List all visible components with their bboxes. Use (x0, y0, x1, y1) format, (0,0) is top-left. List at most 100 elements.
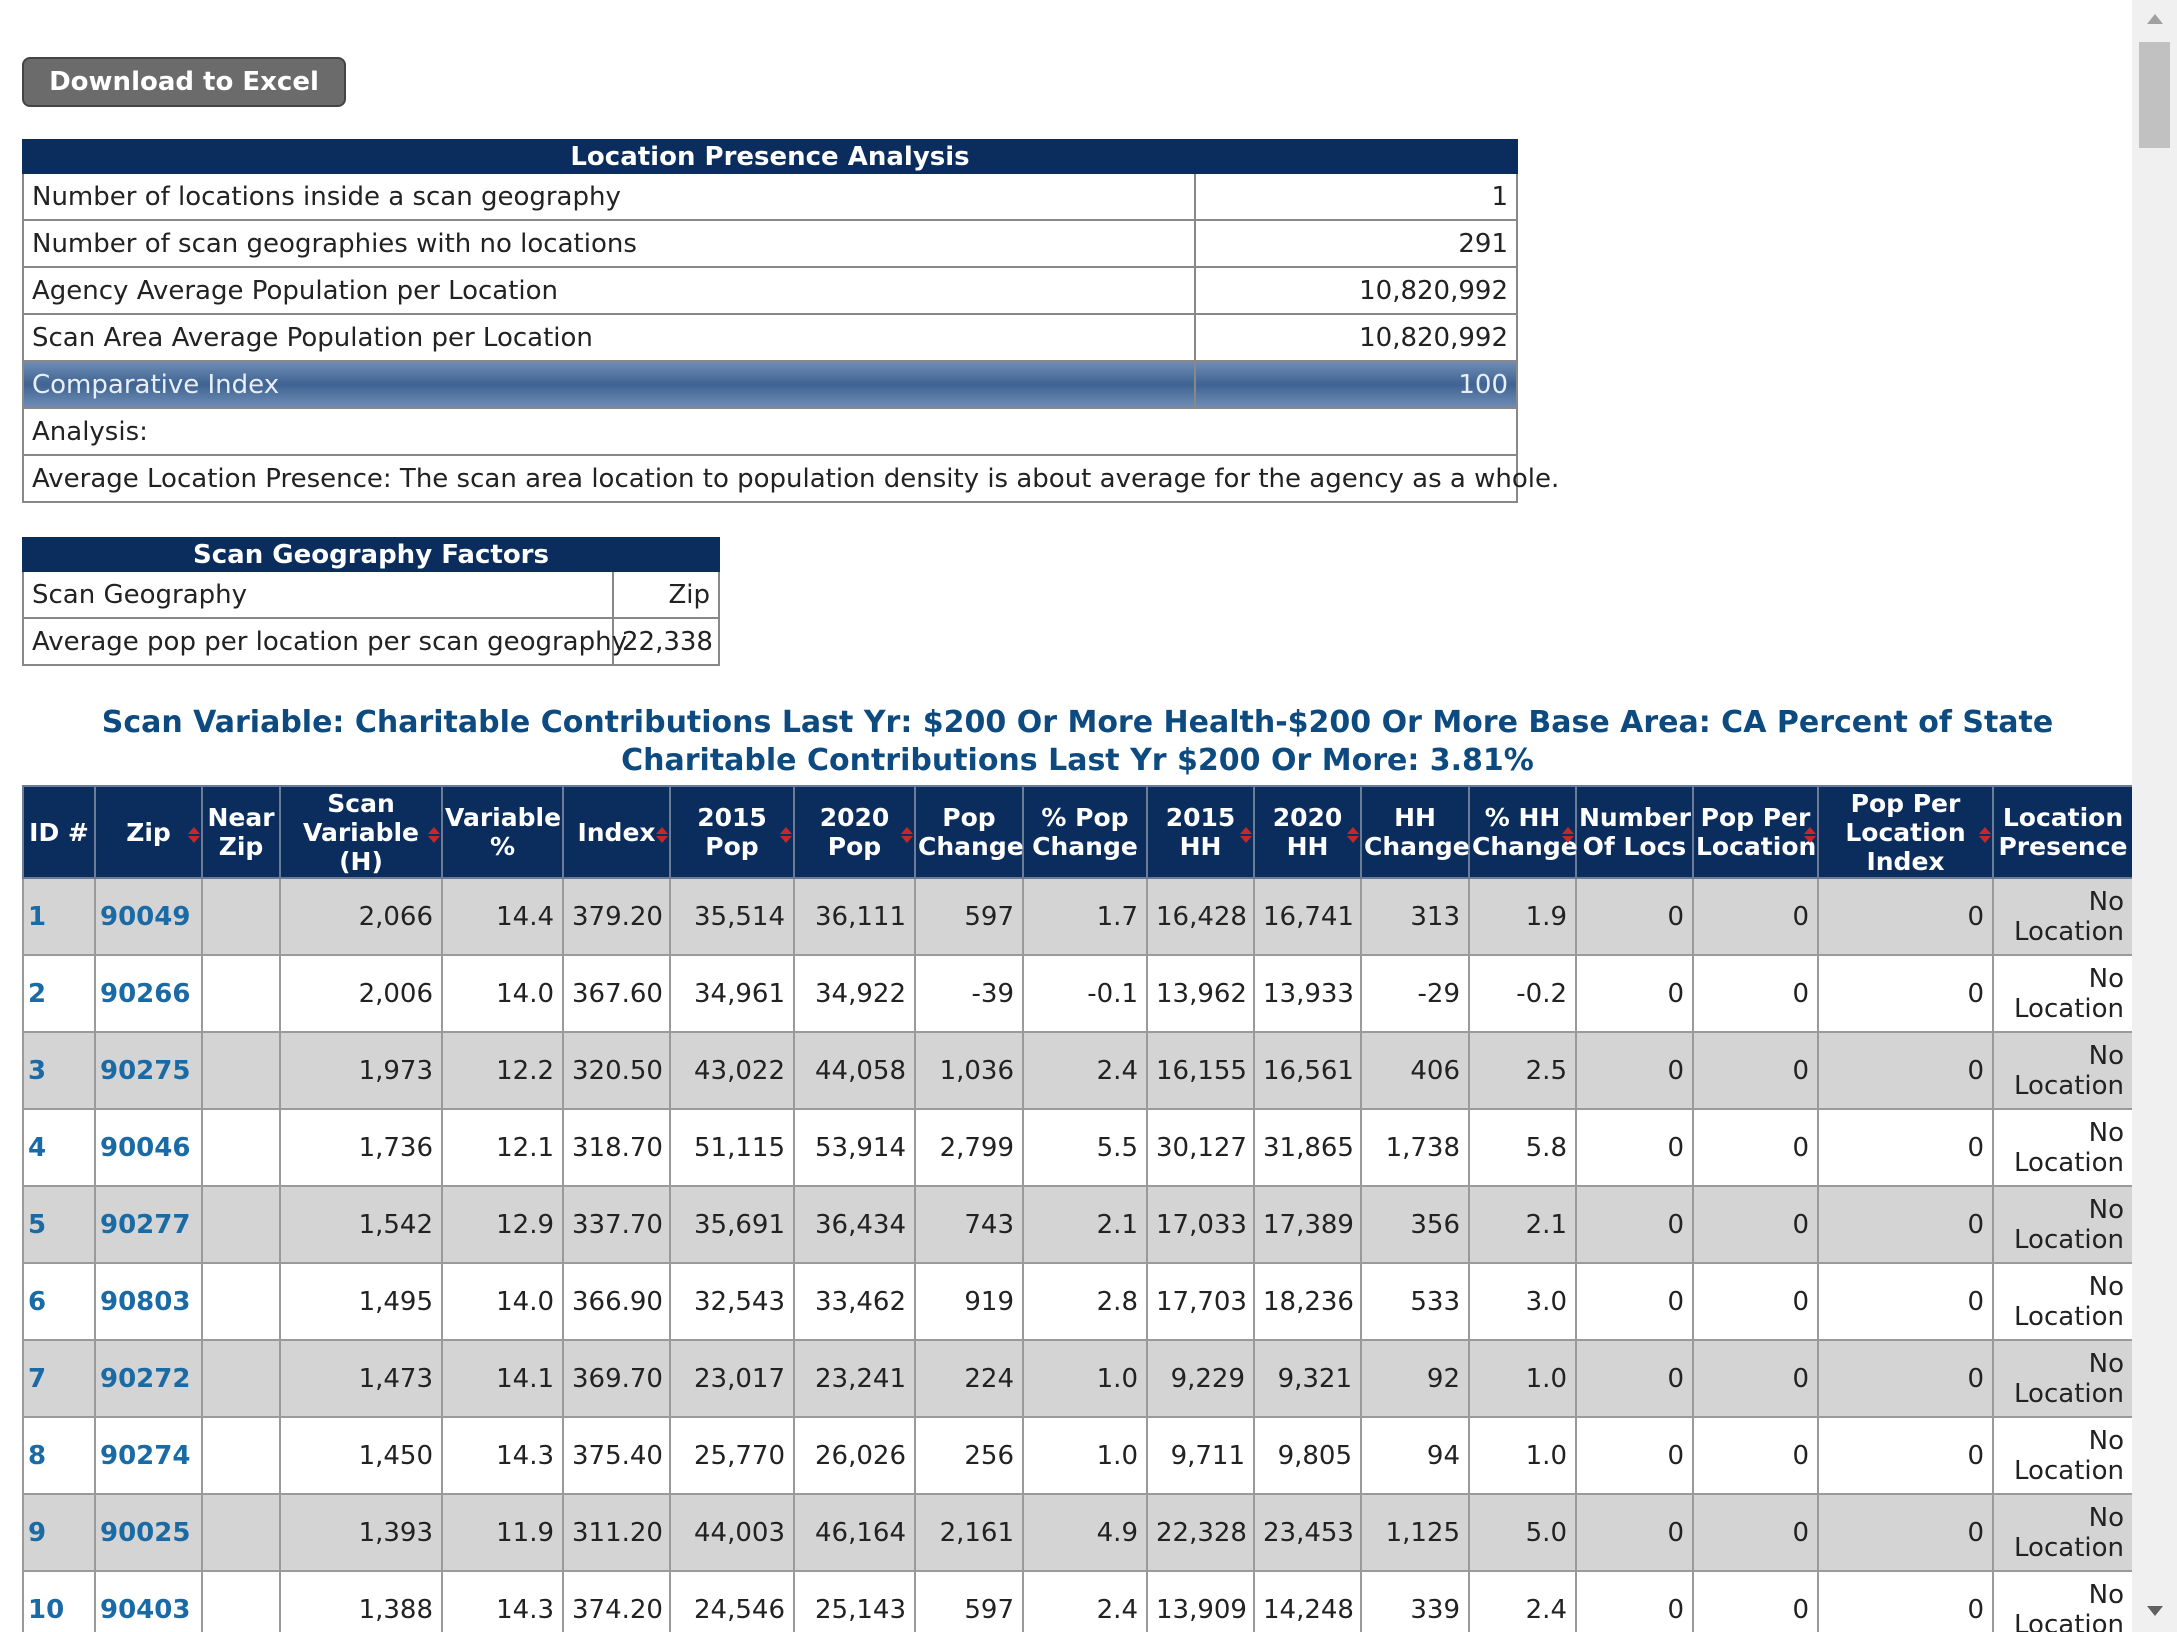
column-header[interactable]: % Pop Change (1022, 785, 1148, 879)
cell (201, 877, 281, 956)
id-link[interactable]: 9 (22, 1493, 96, 1572)
id-link[interactable]: 4 (22, 1108, 96, 1187)
cell: 13,933 (1253, 954, 1362, 1033)
cell: 16,561 (1253, 1031, 1362, 1110)
column-header[interactable]: % HH Change (1468, 785, 1578, 879)
data-row: 9 90025 1,393 11.9 311.20 44,003 46,164 2,161 4.… (22, 1493, 2132, 1572)
cell: 1,125 (1360, 1493, 1470, 1572)
id-link[interactable]: 3 (22, 1031, 96, 1110)
cell: 5.5 (1022, 1108, 1148, 1187)
zip-link[interactable]: 90049 (94, 877, 203, 956)
cell: 2.4 (1468, 1570, 1577, 1632)
cell: 0 (1692, 1339, 1819, 1418)
cell: 0 (1575, 1108, 1694, 1187)
cell: 379.20 (562, 877, 671, 956)
cell: 2.1 (1022, 1185, 1148, 1264)
column-header[interactable]: Pop Change (914, 785, 1024, 879)
cell: 14.0 (441, 954, 564, 1033)
cell: 14,248 (1253, 1570, 1362, 1632)
cell: 0 (1692, 1108, 1819, 1187)
cell: 1.7 (1022, 877, 1148, 956)
cell: 17,389 (1253, 1185, 1362, 1264)
scroll-thumb[interactable] (2139, 42, 2170, 148)
column-header[interactable]: Near Zip (201, 785, 281, 879)
scrollbar[interactable] (2132, 0, 2177, 1632)
cell: 22,328 (1146, 1493, 1255, 1572)
cell: 16,428 (1146, 877, 1255, 956)
id-link[interactable]: 6 (22, 1262, 96, 1341)
row-value: 291 (1194, 219, 1518, 268)
zip-link[interactable]: 90277 (94, 1185, 203, 1264)
cell: 23,453 (1253, 1493, 1362, 1572)
cell: 0 (1817, 1108, 1994, 1187)
column-header[interactable]: Index (562, 785, 671, 879)
column-header[interactable]: Location Presence (1992, 785, 2132, 879)
scroll-up[interactable] (2147, 14, 2163, 24)
zip-link[interactable]: 90272 (94, 1339, 203, 1418)
cell: 1,542 (279, 1185, 443, 1264)
id-link[interactable]: 10 (22, 1570, 96, 1632)
cell (201, 1262, 281, 1341)
cell: 14.3 (441, 1416, 564, 1495)
column-header[interactable]: Number Of Locs (1575, 785, 1694, 879)
cell: 919 (914, 1262, 1024, 1341)
cell: 94 (1360, 1416, 1470, 1495)
column-header[interactable]: 2020 Pop (793, 785, 916, 879)
cell: 2,066 (279, 877, 443, 956)
id-link[interactable]: 7 (22, 1339, 96, 1418)
cell: 0 (1692, 1570, 1819, 1632)
id-link[interactable]: 2 (22, 954, 96, 1033)
column-header[interactable]: Zip (94, 785, 203, 879)
zip-link[interactable]: 90266 (94, 954, 203, 1033)
cell: 374.20 (562, 1570, 671, 1632)
column-header[interactable]: 2015 HH (1146, 785, 1255, 879)
cell: 32,543 (669, 1262, 795, 1341)
zip-link[interactable]: 90803 (94, 1262, 203, 1341)
id-link[interactable]: 1 (22, 877, 96, 956)
column-header[interactable]: Scan Variable (H) (279, 785, 443, 879)
cell: 9,711 (1146, 1416, 1255, 1495)
download-button[interactable]: Download to Excel (22, 57, 346, 107)
cell: 0 (1817, 1339, 1994, 1418)
cell: 13,909 (1146, 1570, 1255, 1632)
scroll-down[interactable] (2147, 1606, 2163, 1616)
cell: 2.4 (1022, 1031, 1148, 1110)
cell: 0 (1692, 877, 1819, 956)
zip-link[interactable]: 90025 (94, 1493, 203, 1572)
column-header[interactable]: ID # (22, 785, 96, 879)
column-header[interactable]: Pop Per Location Index (1817, 785, 1994, 879)
column-header[interactable]: 2015 Pop (669, 785, 795, 879)
cell: 256 (914, 1416, 1024, 1495)
column-header[interactable]: Pop Per Location (1692, 785, 1819, 879)
column-header[interactable]: Variable % (441, 785, 564, 879)
cell: No Location (1992, 1108, 2132, 1187)
column-header[interactable]: HH Change (1360, 785, 1470, 879)
cell: 0 (1575, 954, 1694, 1033)
row-value: 1 (1194, 172, 1518, 221)
cell: 0 (1817, 1262, 1994, 1341)
zip-link[interactable]: 90046 (94, 1108, 203, 1187)
cell: 1.9 (1468, 877, 1577, 956)
cell: 339 (1360, 1570, 1470, 1632)
presence-row: Agency Average Population per Location 10… (22, 266, 1518, 315)
presence-row: Number of locations inside a scan geogra… (22, 172, 1518, 221)
cell: 2.8 (1022, 1262, 1148, 1341)
zip-link[interactable]: 90403 (94, 1570, 203, 1632)
cell: 0 (1817, 1031, 1994, 1110)
cell: 0 (1692, 954, 1819, 1033)
cell: 0 (1817, 1185, 1994, 1264)
zip-link[interactable]: 90274 (94, 1416, 203, 1495)
cell: 24,546 (669, 1570, 795, 1632)
presence-row: Comparative Index 100 (22, 360, 1518, 409)
row-value: 10,820,992 (1194, 266, 1518, 315)
id-link[interactable]: 5 (22, 1185, 96, 1264)
zip-link[interactable]: 90275 (94, 1031, 203, 1110)
cell: 3.0 (1468, 1262, 1577, 1341)
column-header[interactable]: 2020 HH (1253, 785, 1362, 879)
presence-row: Number of scan geographies with no locat… (22, 219, 1518, 268)
cell: 14.4 (441, 877, 564, 956)
cell: -39 (914, 954, 1024, 1033)
cell: 743 (914, 1185, 1024, 1264)
id-link[interactable]: 8 (22, 1416, 96, 1495)
